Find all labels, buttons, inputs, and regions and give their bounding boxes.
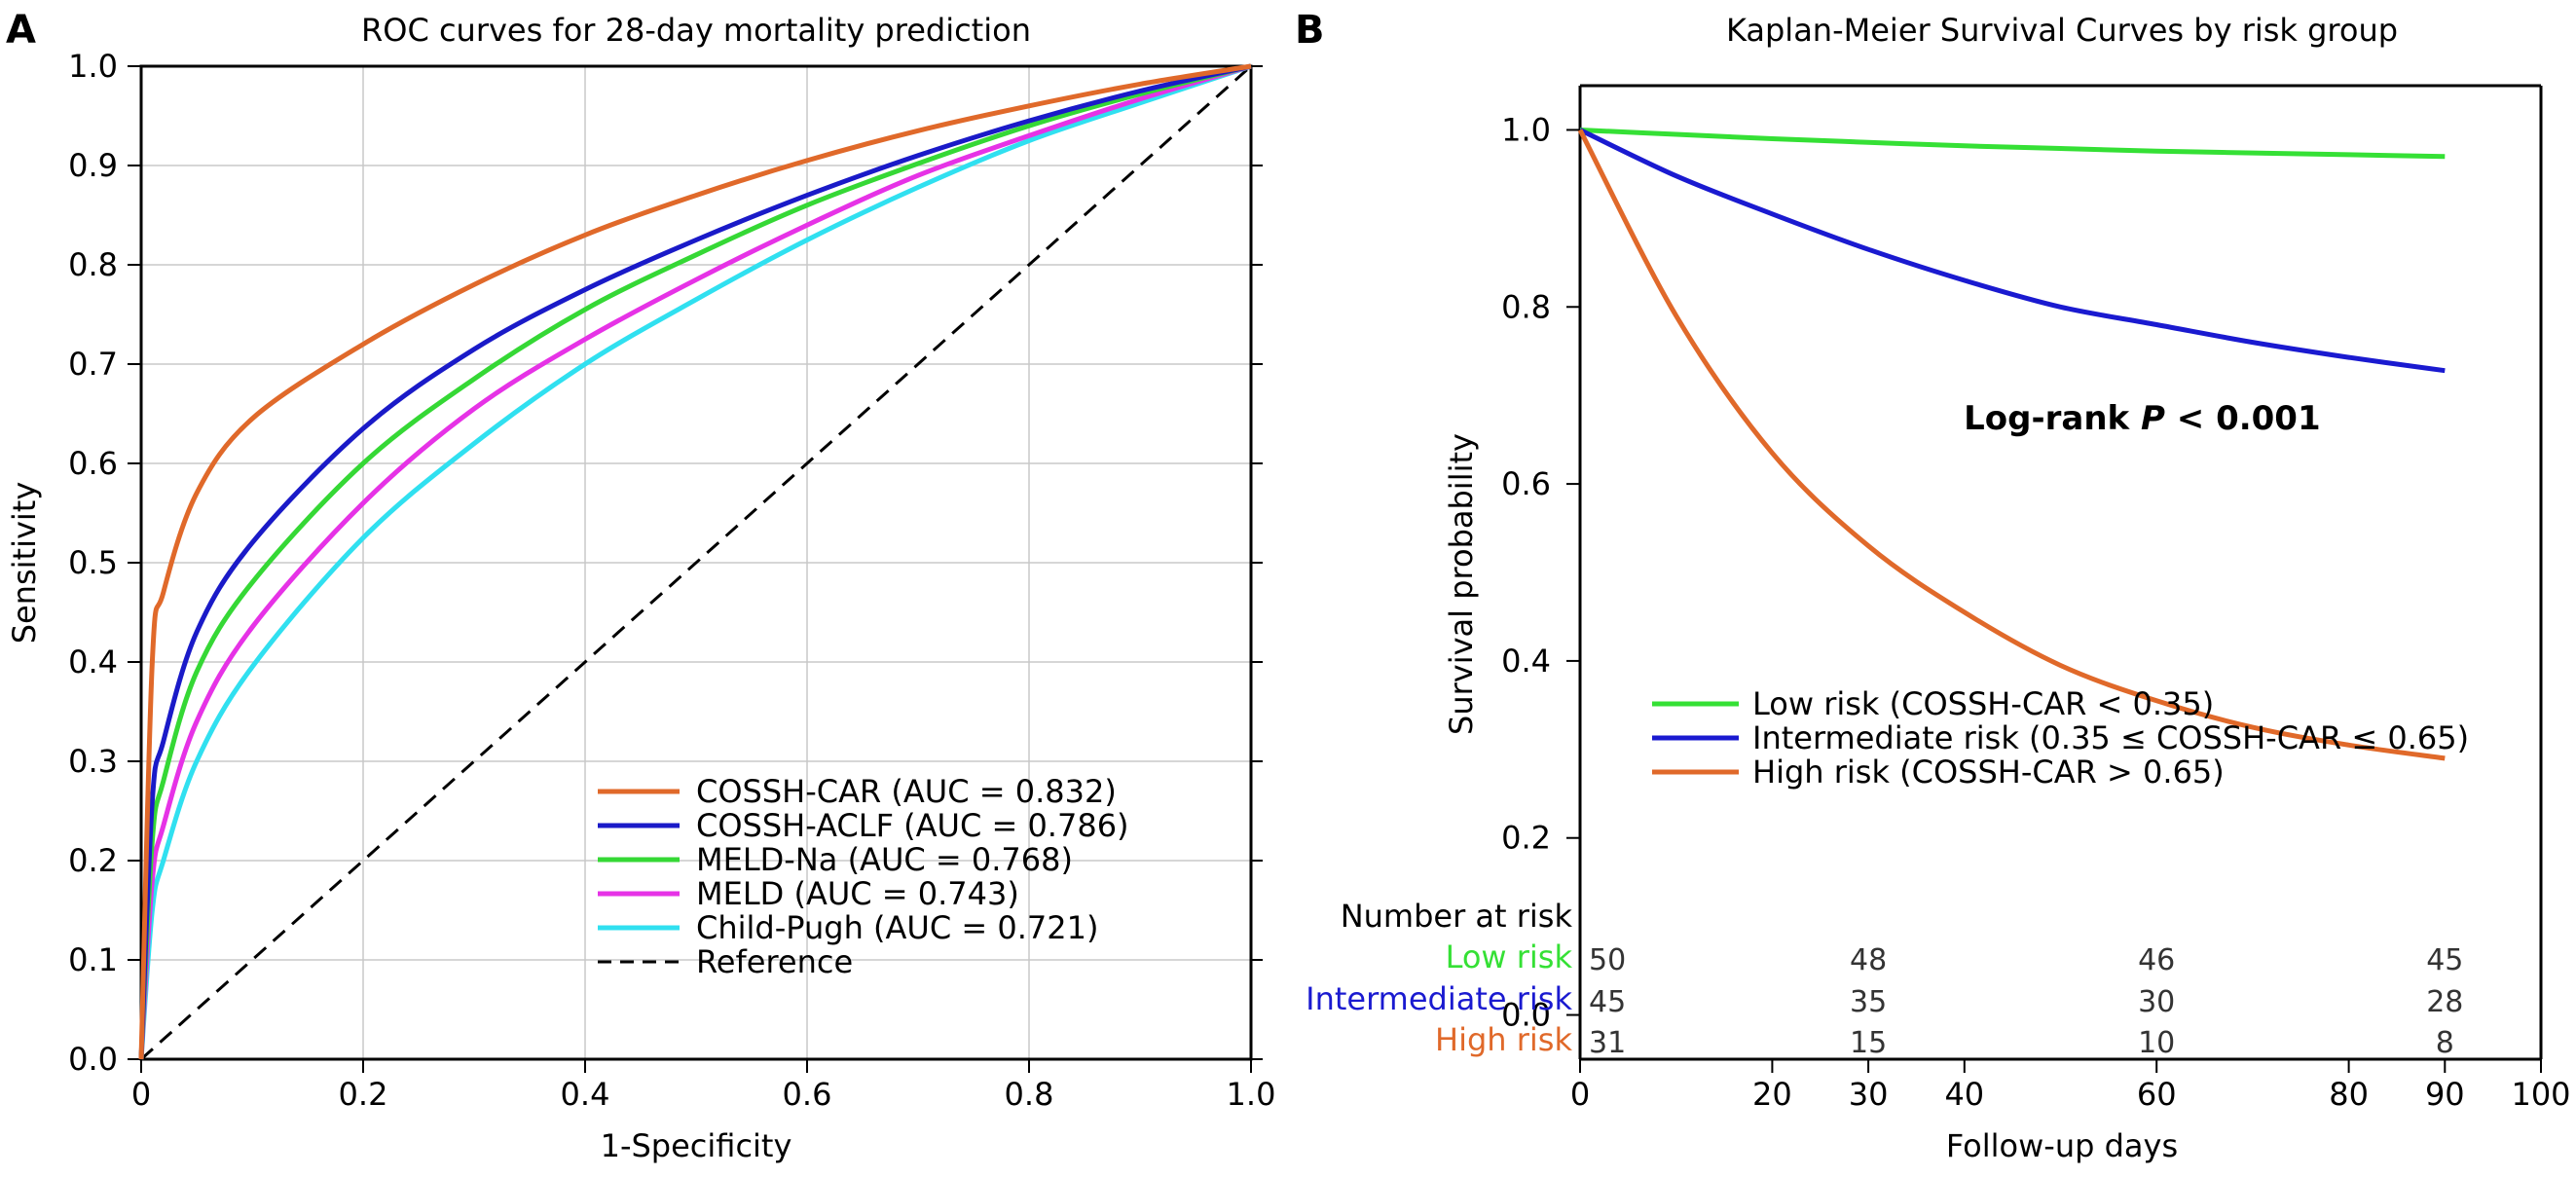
roc-x-tick-label: 0.2: [339, 1076, 388, 1113]
risk-table-count: 45: [2426, 943, 2463, 977]
roc-y-tick-label: 0.1: [68, 941, 118, 978]
km-y-axis-label: Survival probability: [1443, 433, 1480, 735]
roc-y-tick-label: 0.0: [68, 1041, 118, 1078]
risk-table-header: Number at risk: [1341, 898, 1573, 935]
risk-table-count: 48: [1850, 943, 1887, 977]
km-x-tick-label: 20: [1752, 1076, 1792, 1113]
km-y-tick-label: 0.4: [1501, 643, 1551, 680]
roc-curve-meld: [138, 63, 1252, 1060]
km-legend-label: Intermediate risk (0.35 ≤ COSSH-CAR ≤ 0.…: [1752, 719, 2469, 756]
roc-y-tick-label: 0.5: [68, 544, 118, 581]
risk-table-count: 31: [1589, 1026, 1626, 1060]
km-title: Kaplan-Meier Survival Curves by risk gro…: [1726, 12, 2398, 49]
roc-curve-meld-na: [138, 63, 1252, 1060]
risk-table-count: 35: [1850, 985, 1887, 1019]
roc-y-tick-label: 1.0: [68, 48, 118, 85]
km-curve-intermediate-risk: [1578, 128, 2446, 374]
km-y-tick-label: 0.6: [1501, 465, 1551, 502]
km-y-tick-label: 1.0: [1501, 111, 1551, 148]
risk-table-count: 15: [1850, 1026, 1887, 1060]
risk-table-count: 46: [2138, 943, 2175, 977]
roc-curve-cossh-car: [138, 63, 1252, 1060]
roc-legend-label: MELD-Na (AUC = 0.768): [696, 841, 1073, 878]
risk-table-row-label: Low risk: [1446, 938, 1573, 975]
roc-x-tick-label: 1.0: [1227, 1076, 1276, 1113]
risk-table-row-label: High risk: [1435, 1021, 1572, 1058]
km-x-tick-label: 90: [2425, 1076, 2465, 1113]
km-x-tick-label: 40: [1944, 1076, 1984, 1113]
risk-table-count: 28: [2426, 985, 2463, 1019]
km-curve-low-risk: [1579, 128, 2446, 160]
km-x-tick-label: 80: [2329, 1076, 2369, 1113]
roc-plot-frame: [139, 64, 1253, 1061]
km-chart: Kaplan-Meier Survival Curves by risk gro…: [1306, 12, 2570, 1164]
roc-chart: ROC curves for 28-day mortality predicti…: [6, 12, 1275, 1164]
risk-table-count: 50: [1589, 943, 1626, 977]
km-y-tick-label: 0.2: [1501, 820, 1551, 857]
km-x-tick-label: 60: [2137, 1076, 2177, 1113]
roc-legend-label: Reference: [696, 943, 853, 980]
roc-legend-label: COSSH-CAR (AUC = 0.832): [696, 773, 1117, 810]
roc-x-tick-label: 0.8: [1005, 1076, 1054, 1113]
roc-y-tick-label: 0.2: [68, 842, 118, 879]
roc-x-tick-label: 0.4: [561, 1076, 610, 1113]
risk-table-count: 8: [2436, 1026, 2454, 1060]
roc-y-tick-label: 0.4: [68, 644, 118, 680]
roc-y-tick-label: 0.9: [68, 147, 118, 184]
km-y-tick-label: 0.0: [1501, 997, 1551, 1034]
panel-a-label: A: [6, 8, 36, 53]
km-x-tick-label: 100: [2511, 1076, 2570, 1113]
panel-b-label: B: [1295, 8, 1325, 53]
roc-curve-child-pugh: [138, 63, 1252, 1060]
roc-y-tick-label: 0.7: [68, 346, 118, 383]
roc-legend-label: MELD (AUC = 0.743): [696, 875, 1019, 912]
roc-y-axis-label: Sensitivity: [6, 482, 43, 644]
roc-curve-cossh-aclf: [138, 63, 1252, 1060]
risk-table-count: 45: [1589, 985, 1626, 1019]
roc-title: ROC curves for 28-day mortality predicti…: [361, 12, 1031, 49]
roc-x-tick-label: 0: [131, 1076, 151, 1113]
risk-table-count: 10: [2138, 1026, 2175, 1060]
km-x-tick-label: 30: [1849, 1076, 1889, 1113]
roc-y-tick-label: 0.8: [68, 246, 118, 283]
km-y-tick-label: 0.8: [1501, 288, 1551, 325]
km-x-tick-label: 0: [1570, 1076, 1590, 1113]
roc-y-tick-label: 0.6: [68, 445, 118, 482]
roc-x-tick-label: 0.6: [783, 1076, 832, 1113]
risk-table-count: 30: [2138, 985, 2175, 1019]
km-logrank-annotation: Log-rank P < 0.001: [1964, 399, 2320, 438]
roc-y-tick-label: 0.3: [68, 743, 118, 780]
km-x-axis-label: Follow-up days: [1946, 1127, 2178, 1164]
roc-legend-label: COSSH-ACLF (AUC = 0.786): [696, 807, 1129, 844]
risk-table-row-label: Intermediate risk: [1306, 980, 1572, 1017]
km-curve-high-risk: [1577, 129, 2446, 761]
roc-legend-label: Child-Pugh (AUC = 0.721): [696, 909, 1098, 946]
roc-x-axis-label: 1-Specificity: [601, 1127, 792, 1164]
km-legend-label: Low risk (COSSH-CAR < 0.35): [1752, 685, 2214, 722]
roc-reference-line: [139, 64, 1253, 1061]
km-legend-label: High risk (COSSH-CAR > 0.65): [1752, 754, 2225, 791]
